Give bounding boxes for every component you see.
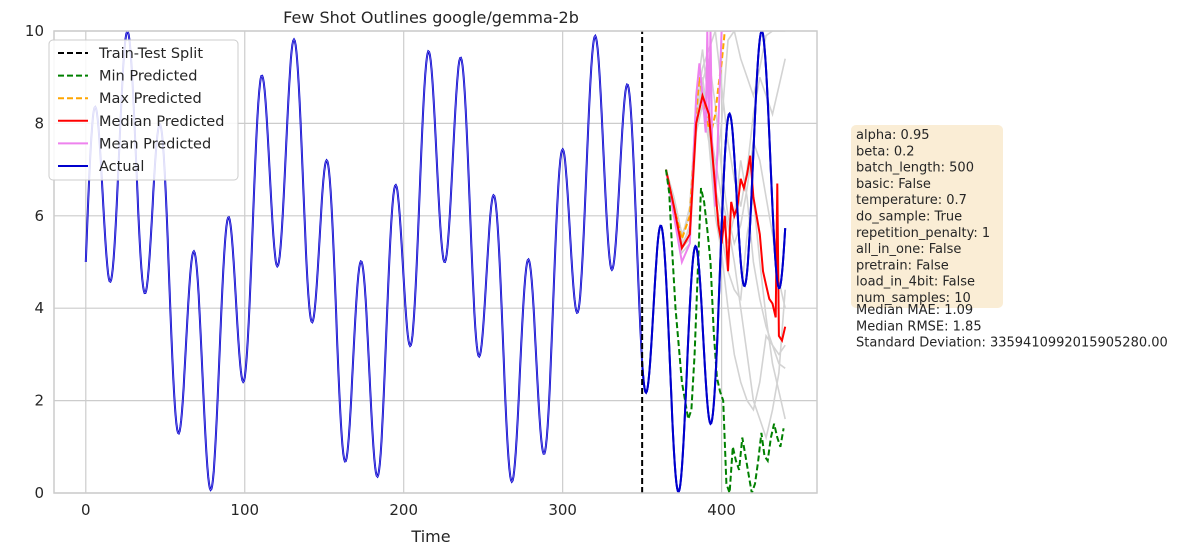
median-predicted-line — [665, 92, 787, 343]
legend-label: Actual — [99, 159, 144, 175]
legend-label: Max Predicted — [99, 91, 202, 107]
info-line: alpha: 0.95 — [856, 128, 930, 143]
x-tick-label: 0 — [81, 501, 91, 519]
legend-label: Median Predicted — [99, 114, 224, 130]
y-tick-label: 0 — [34, 484, 44, 502]
plot-frame — [53, 30, 818, 494]
info-line: pretrain: False — [856, 258, 949, 273]
plot-area: 0 100 200 300 400 0 2 4 6 8 10 Train-Test Split Min … — [25, 22, 1168, 519]
legend-label: Mean Predicted — [99, 136, 211, 152]
info-line: batch_length: 500 — [856, 161, 974, 176]
info-line: load_in_4bit: False — [856, 275, 975, 290]
legend-label: Train-Test Split — [98, 46, 203, 62]
x-tick-label: 400 — [707, 501, 736, 519]
info-line: temperature: 0.7 — [856, 193, 967, 208]
x-tick-label: 300 — [548, 501, 577, 519]
info-line: num_samples: 10 — [856, 291, 971, 306]
x-tick-label: 200 — [389, 501, 418, 519]
info-line: all_in_one: False — [856, 242, 961, 257]
info-line: do_sample: True — [856, 210, 962, 225]
train-highlight — [85, 31, 643, 491]
x-tick-label: 100 — [230, 501, 259, 519]
y-tick-label: 10 — [25, 22, 44, 40]
info-box-background — [851, 125, 1003, 308]
y-tick-label: 8 — [34, 114, 44, 132]
info-line: beta: 0.2 — [856, 144, 915, 159]
actual-forecast-line — [641, 31, 787, 493]
legend-label: Min Predicted — [99, 69, 197, 85]
y-tick-label: 4 — [34, 299, 44, 317]
metric-line: Median MAE: 1.09 — [856, 303, 973, 318]
legend: Train-Test Split Min Predicted Max Predict… — [48, 39, 239, 181]
y-tick-label: 2 — [34, 392, 44, 410]
metric-line: Median RMSE: 1.85 — [856, 319, 982, 334]
legend-box — [48, 39, 239, 181]
metric-line: Standard Deviation: 3359410992015905280.… — [856, 336, 1168, 351]
x-axis-label: Time — [410, 527, 450, 546]
y-tick-label: 6 — [34, 207, 44, 225]
info-line: repetition_penalty: 1 — [856, 226, 990, 241]
info-line: basic: False — [856, 177, 931, 192]
chart-title: Few Shot Outlines google/gemma-2b — [283, 8, 579, 27]
